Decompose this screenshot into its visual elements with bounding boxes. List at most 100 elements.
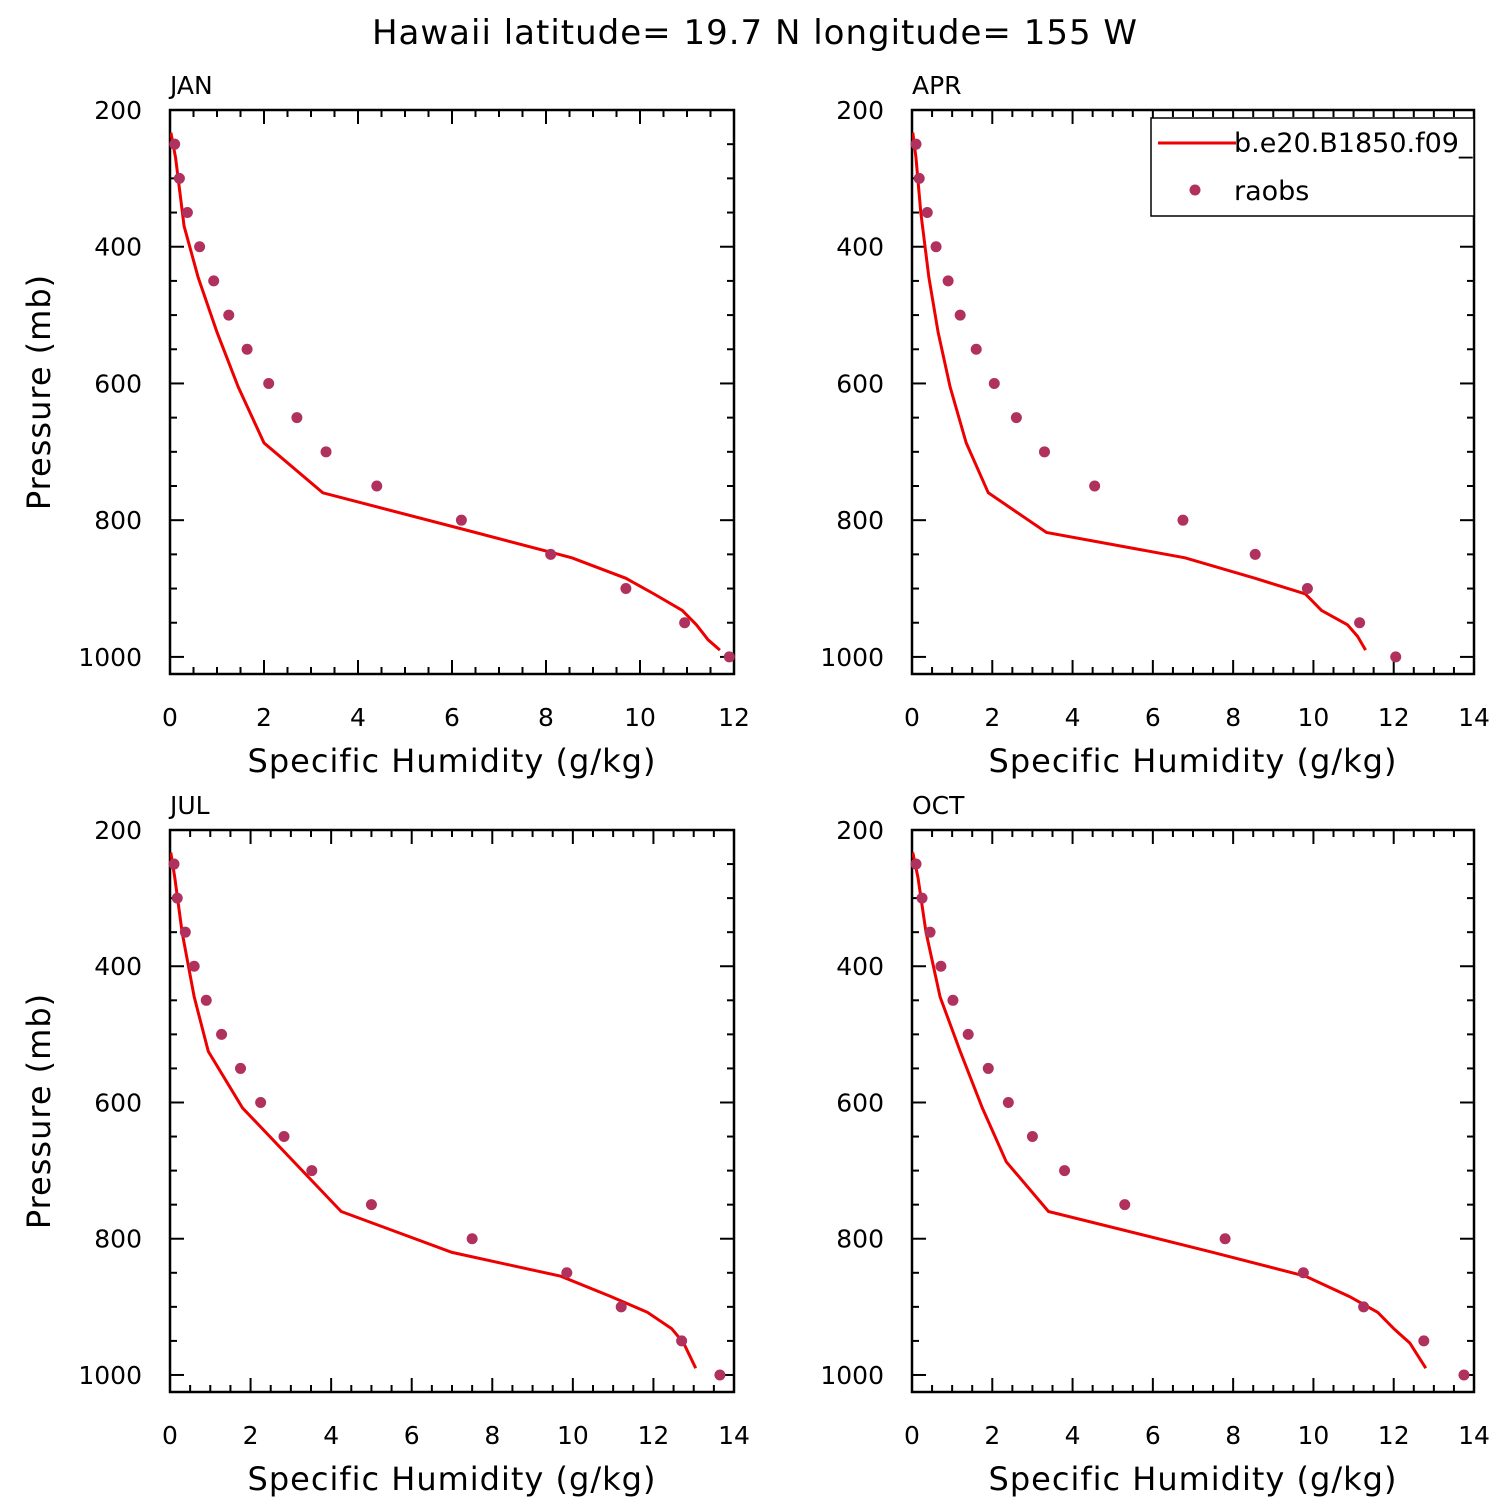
raobs-point [235, 1062, 246, 1074]
raobs-point [930, 241, 942, 253]
legend-raobs-marker [1189, 184, 1201, 196]
x-axis-label: Specific Humidity (g/kg) [989, 742, 1398, 780]
raobs-point [913, 172, 925, 184]
raobs-point [1219, 1233, 1231, 1245]
x-tick-label: 10 [1298, 1421, 1330, 1450]
x-tick-label: 0 [162, 703, 178, 732]
x-tick-label: 10 [557, 1421, 589, 1450]
raobs-point [278, 1131, 290, 1143]
raobs-point [615, 1301, 627, 1313]
raobs-point [620, 583, 632, 595]
raobs-point [216, 1028, 228, 1040]
y-tick-label: 600 [94, 1088, 142, 1117]
raobs-point [181, 207, 193, 219]
y-tick-label: 800 [836, 506, 884, 535]
x-tick-label: 4 [1065, 703, 1081, 732]
legend-raobs-label: raobs [1234, 176, 1309, 207]
x-tick-label: 4 [350, 703, 366, 732]
panel-apr: APR 0 2 4 6 8 10 12 14 200 400 600 800 1000 Specific H… [820, 71, 1490, 780]
raobs-point [173, 172, 185, 184]
y-tick-label: 400 [94, 233, 142, 262]
raobs-point [241, 343, 253, 355]
raobs-point [1026, 1131, 1038, 1143]
x-tick-label: 0 [904, 703, 920, 732]
y-tick-label: 1000 [78, 643, 142, 672]
raobs-point [169, 138, 181, 150]
x-tick-label: 8 [484, 1421, 500, 1450]
raobs-point [1038, 446, 1050, 458]
y-axis-label: Pressure (mb) [20, 993, 58, 1229]
x-tick-label: 2 [243, 1421, 259, 1450]
raobs-point [947, 994, 959, 1006]
x-tick-label: 12 [1378, 1421, 1410, 1450]
raobs-point [291, 412, 303, 424]
y-tick-label: 600 [836, 369, 884, 398]
raobs-point [208, 275, 220, 287]
raobs-point [365, 1199, 377, 1211]
figure-title: Hawaii latitude= 19.7 N longitude= 155 W [372, 13, 1138, 53]
x-tick-label: 8 [1225, 1421, 1241, 1450]
y-axis-label: Pressure (mb) [20, 274, 58, 510]
x-tick-label: 10 [1298, 703, 1330, 732]
x-tick-label: 4 [323, 1421, 339, 1450]
raobs-point [1010, 412, 1022, 424]
raobs-point [179, 926, 191, 938]
model-series-line [912, 852, 1428, 1370]
x-tick-label: 2 [984, 703, 1000, 732]
raobs-point [910, 858, 922, 870]
raobs-point [1002, 1096, 1014, 1108]
raobs-point [1418, 1335, 1430, 1347]
raobs-point [255, 1096, 267, 1108]
y-tick-label: 200 [836, 96, 884, 125]
raobs-point [1119, 1199, 1131, 1211]
raobs-point [910, 138, 922, 150]
raobs-point [1358, 1301, 1370, 1313]
x-tick-label: 8 [538, 703, 554, 732]
y-tick-label: 200 [836, 816, 884, 845]
x-tick-label: 8 [1225, 703, 1241, 732]
x-tick-label: 6 [1145, 1421, 1161, 1450]
raobs-point [714, 1369, 726, 1381]
raobs-point [561, 1267, 573, 1279]
raobs-point [954, 309, 966, 321]
raobs-point [320, 446, 332, 458]
raobs-point [194, 241, 206, 253]
panel-jan: JAN 0 2 4 6 8 10 12 200 400 600 800 1000 Specific Hum… [20, 71, 750, 780]
legend-box [1150, 117, 1475, 217]
model-series-line [170, 852, 698, 1369]
raobs-point [723, 651, 735, 663]
raobs-point [545, 548, 557, 560]
y-tick-label: 400 [836, 952, 884, 981]
model-series-line [912, 132, 1367, 651]
x-tick-label: 10 [624, 703, 656, 732]
raobs-point [982, 1062, 994, 1074]
plot-frame [168, 828, 736, 1394]
x-tick-label: 6 [444, 703, 460, 732]
raobs-point [466, 1233, 478, 1245]
raobs-point [1354, 617, 1366, 629]
raobs-point [1249, 548, 1261, 560]
raobs-point [970, 343, 982, 355]
panel-oct: OCT 0 2 4 6 8 10 12 14 200 400 600 800 1000 Specific H… [820, 791, 1490, 1498]
x-tick-label: 4 [1065, 1421, 1081, 1450]
raobs-point [171, 892, 183, 904]
y-tick-label: 600 [836, 1088, 884, 1117]
y-tick-label: 1000 [820, 643, 884, 672]
legend: b.e20.B1850.f09_raobs [1150, 117, 1475, 217]
y-tick-label: 1000 [78, 1361, 142, 1390]
x-axis-label: Specific Humidity (g/kg) [248, 1460, 657, 1498]
x-axis-label: Specific Humidity (g/kg) [989, 1460, 1398, 1498]
raobs-point [942, 275, 954, 287]
y-tick-label: 800 [94, 1225, 142, 1254]
x-tick-label: 6 [1145, 703, 1161, 732]
raobs-point [676, 1335, 688, 1347]
raobs-point [962, 1028, 974, 1040]
y-tick-label: 800 [94, 506, 142, 535]
raobs-point [455, 514, 467, 526]
x-tick-label: 6 [404, 1421, 420, 1450]
y-tick-label: 200 [94, 96, 142, 125]
model-series-line [170, 132, 721, 652]
raobs-point [168, 858, 180, 870]
